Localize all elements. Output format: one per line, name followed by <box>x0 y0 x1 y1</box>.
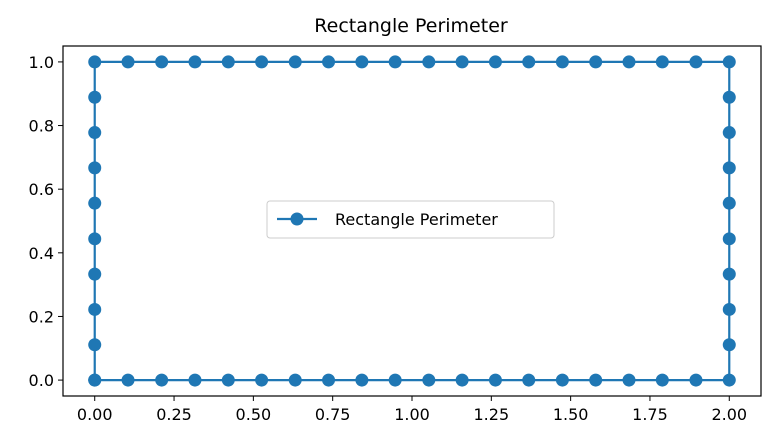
data-point <box>322 373 336 387</box>
data-point <box>88 373 102 387</box>
data-point <box>589 55 603 69</box>
x-tick-label: 1.00 <box>394 405 430 424</box>
data-point <box>622 373 636 387</box>
chart-title: Rectangle Perimeter <box>314 15 508 37</box>
data-point <box>221 55 235 69</box>
data-point <box>722 196 736 210</box>
y-tick-label: 0.6 <box>29 180 54 199</box>
data-point <box>88 232 102 246</box>
data-point <box>88 126 102 140</box>
data-point <box>722 302 736 316</box>
data-point <box>88 338 102 352</box>
data-point <box>689 55 703 69</box>
data-point <box>589 373 603 387</box>
data-point <box>488 373 502 387</box>
data-point <box>655 55 669 69</box>
data-point <box>689 373 703 387</box>
data-point <box>422 373 436 387</box>
data-point <box>155 373 169 387</box>
data-point <box>722 161 736 175</box>
data-point <box>221 373 235 387</box>
data-point <box>722 267 736 281</box>
data-point <box>555 373 569 387</box>
x-tick-label: 0.50 <box>236 405 272 424</box>
x-tick-label: 0.25 <box>156 405 192 424</box>
data-point <box>355 55 369 69</box>
legend-label: Rectangle Perimeter <box>335 210 498 229</box>
data-point <box>388 373 402 387</box>
data-point <box>655 373 669 387</box>
data-point <box>88 302 102 316</box>
legend-marker-swatch <box>290 212 304 226</box>
y-tick-label: 0.8 <box>29 117 54 136</box>
legend: Rectangle Perimeter <box>266 200 555 239</box>
y-tick-label: 1.0 <box>29 53 54 72</box>
data-point <box>255 373 269 387</box>
y-tick-label: 0.2 <box>29 307 54 326</box>
x-tick-label: 1.75 <box>632 405 668 424</box>
data-point <box>88 267 102 281</box>
y-tick-label: 0.0 <box>29 371 54 390</box>
data-point <box>155 55 169 69</box>
data-point <box>722 338 736 352</box>
data-point <box>88 55 102 69</box>
data-point <box>355 373 369 387</box>
data-point <box>488 55 502 69</box>
data-point <box>121 55 135 69</box>
x-tick-label: 2.00 <box>711 405 747 424</box>
data-point <box>121 373 135 387</box>
x-tick-label: 1.25 <box>474 405 510 424</box>
data-point <box>722 373 736 387</box>
data-point <box>322 55 336 69</box>
data-point <box>422 55 436 69</box>
legend-box <box>266 200 555 239</box>
x-tick-label: 0.00 <box>77 405 113 424</box>
data-point <box>722 232 736 246</box>
data-point <box>622 55 636 69</box>
data-point <box>88 196 102 210</box>
x-tick-label: 1.50 <box>553 405 589 424</box>
data-point <box>455 55 469 69</box>
y-tick-label: 0.4 <box>29 244 54 263</box>
data-point <box>255 55 269 69</box>
data-point <box>88 161 102 175</box>
data-point <box>555 55 569 69</box>
data-point <box>288 55 302 69</box>
data-point <box>88 90 102 104</box>
x-tick-label: 0.75 <box>315 405 351 424</box>
data-point <box>288 373 302 387</box>
data-point <box>388 55 402 69</box>
data-point <box>522 373 536 387</box>
data-point <box>455 373 469 387</box>
data-point <box>722 90 736 104</box>
data-point <box>522 55 536 69</box>
ticks-layer: 0.00 0.25 0.50 0.75 1.00 1.25 1.50 1.75 2.00 0.0 0… <box>29 53 748 424</box>
data-point <box>722 55 736 69</box>
data-point <box>188 373 202 387</box>
plot-layer <box>88 55 736 387</box>
data-point <box>188 55 202 69</box>
data-point <box>722 126 736 140</box>
